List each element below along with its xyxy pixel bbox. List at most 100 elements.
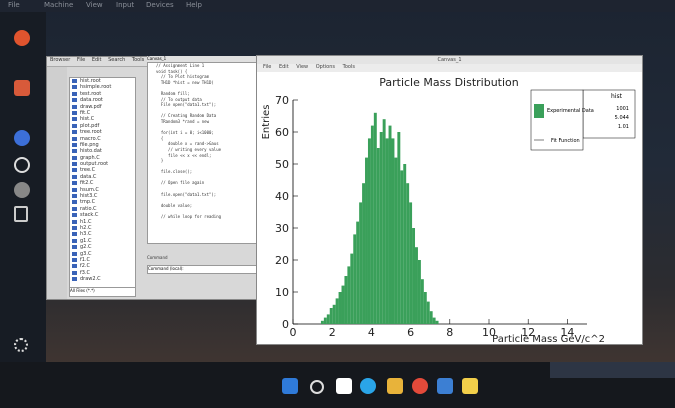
canvas-titlebar: Canvas_1	[257, 56, 642, 64]
file-tree-item[interactable]: f2.C	[70, 263, 135, 269]
file-tree-item[interactable]: test.root	[70, 91, 135, 97]
file-tree-item[interactable]: draw.pdf	[70, 104, 135, 110]
file-tree-item[interactable]: f3.C	[70, 270, 135, 276]
windows-icon[interactable]	[282, 378, 298, 394]
apps-icon[interactable]	[462, 378, 478, 394]
editor-tab[interactable]: Canvas_1	[147, 56, 259, 62]
file-tree-item[interactable]: data.C	[70, 174, 135, 180]
x-tick-label: 8	[446, 326, 453, 339]
file-tree-item[interactable]: macro.C	[70, 136, 135, 142]
x-tick-label: 6	[407, 326, 414, 339]
browser-menu-tools[interactable]: Tools	[131, 57, 145, 63]
virtualbox-icon[interactable]	[437, 378, 453, 394]
apps-grid-icon[interactable]	[14, 338, 28, 352]
edge-icon[interactable]	[360, 378, 376, 394]
menu-help[interactable]: Help	[186, 1, 202, 9]
file-tree-item[interactable]: hsum.C	[70, 187, 135, 193]
histogram-bar	[397, 132, 401, 324]
chat-icon[interactable]	[336, 378, 352, 394]
histogram-bar	[426, 301, 430, 324]
canvas-menu-view[interactable]: View	[296, 64, 309, 70]
browser-menu-browser[interactable]: Browser	[50, 57, 71, 63]
browser-menu-edit[interactable]: Edit	[91, 57, 102, 63]
drive-icon[interactable]	[14, 206, 28, 222]
command-input[interactable]: Command (local):	[147, 265, 261, 274]
histogram-bar	[432, 317, 436, 324]
firefox-icon[interactable]	[14, 30, 30, 46]
file-tree-item[interactable]: fit2.C	[70, 180, 135, 186]
file-tree-item[interactable]: h3.C	[70, 231, 135, 237]
stats-label: hist	[611, 93, 623, 100]
file-tree-item[interactable]: data.root	[70, 97, 135, 103]
menubar: File Machine View Input Devices Help	[0, 0, 675, 12]
y-tick-label: 20	[275, 254, 289, 267]
settings-icon[interactable]	[14, 182, 30, 198]
folder-icon[interactable]	[387, 378, 403, 394]
file-tree-item[interactable]: hist3.C	[70, 193, 135, 199]
code-line: TH1D *hist = new TH1D(	[156, 79, 214, 85]
browser-menu-search[interactable]: Search	[108, 57, 126, 63]
stats-mean: 5.044	[615, 115, 629, 121]
file-tree-item[interactable]: file.png	[70, 142, 135, 148]
code-line: file << x << endl;	[156, 152, 212, 158]
canvas-menu-edit[interactable]: Edit	[278, 64, 289, 70]
histogram-bar	[356, 221, 360, 324]
y-tick-label: 0	[282, 318, 289, 331]
file-tree-item[interactable]: g1.C	[70, 238, 135, 244]
y-tick-label: 50	[275, 158, 289, 171]
file-tree-item[interactable]: hist.root	[70, 78, 135, 84]
histogram-bar	[391, 138, 395, 324]
dock	[0, 12, 46, 362]
file-tree-item[interactable]: f1.C	[70, 257, 135, 263]
file-filter-select[interactable]: All Files (*.*)	[69, 287, 136, 297]
file-tree-item[interactable]: h1.C	[70, 219, 135, 225]
menu-input[interactable]: Input	[116, 1, 135, 9]
browser-menu-file[interactable]: File	[76, 57, 86, 63]
system-tray	[550, 362, 675, 378]
histogram-bar	[420, 279, 424, 324]
histogram-bar	[335, 298, 339, 324]
canvas-menu-file[interactable]: File	[263, 64, 272, 70]
file-tree-item[interactable]: fit.C	[70, 110, 135, 116]
help-icon[interactable]	[14, 130, 30, 146]
file-tree-item[interactable]: histo.dat	[70, 148, 135, 154]
canvas-menu-options[interactable]: Options	[315, 64, 336, 70]
file-tree-item[interactable]: output.root	[70, 161, 135, 167]
histogram-bar	[415, 247, 418, 324]
code-editor[interactable]: // Assignment Line 1 void task() { // To …	[147, 62, 261, 244]
menu-view[interactable]: View	[86, 1, 103, 9]
histogram-bar	[400, 170, 404, 324]
app-store-icon[interactable]	[14, 80, 30, 96]
disc-icon[interactable]	[14, 157, 30, 173]
code-line: File open("data1.txt");	[156, 102, 217, 108]
file-tree-item[interactable]: g3.C	[70, 251, 135, 257]
histogram-bar	[423, 292, 427, 324]
histogram-bar	[429, 311, 433, 324]
file-tree-item[interactable]: ratio.C	[70, 206, 135, 212]
file-tree-item[interactable]: tmp.C	[70, 199, 135, 205]
canvas-menu-tools[interactable]: Tools	[342, 64, 355, 70]
file-tree-item[interactable]: hsimple.root	[70, 84, 135, 90]
menu-file[interactable]: File	[8, 1, 20, 9]
file-tree-item[interactable]: draw2.C	[70, 276, 135, 282]
x-tick-label: 2	[329, 326, 336, 339]
histogram-bar	[320, 320, 324, 324]
menu-machine[interactable]: Machine	[44, 1, 74, 9]
file-tree-item[interactable]: graph.C	[70, 155, 135, 161]
file-tree-item[interactable]: tree.C	[70, 167, 135, 173]
file-tree-item[interactable]: g2.C	[70, 244, 135, 250]
histogram-bar	[344, 276, 348, 324]
file-tree-item[interactable]: plot.pdf	[70, 123, 135, 129]
file-tree-item[interactable]: stack.C	[70, 212, 135, 218]
file-tree-item[interactable]: h2.C	[70, 225, 135, 231]
menu-devices[interactable]: Devices	[146, 1, 174, 9]
chrome-icon[interactable]	[412, 378, 428, 394]
file-tree-item[interactable]: hist.C	[70, 116, 135, 122]
search-icon[interactable]	[310, 380, 324, 394]
histogram-bar	[341, 285, 345, 324]
file-tree[interactable]: hist.root hsimple.root test.root data.root d…	[69, 77, 136, 289]
stats-entries: 1001	[616, 106, 629, 112]
histogram-bar	[338, 292, 342, 324]
file-tree-item[interactable]: tree.root	[70, 129, 135, 135]
histogram-bar	[409, 202, 413, 324]
